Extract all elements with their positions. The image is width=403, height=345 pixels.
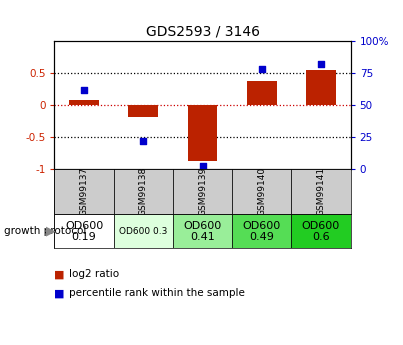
Text: GSM99140: GSM99140 [257, 167, 266, 216]
Text: OD600
0.6: OD600 0.6 [302, 220, 340, 242]
Text: ▶: ▶ [46, 225, 56, 238]
Bar [173, 169, 232, 214]
Text: ■: ■ [54, 288, 65, 298]
Text: OD600 0.3: OD600 0.3 [119, 227, 168, 236]
Bar [69, 100, 99, 105]
Text: GSM99137: GSM99137 [79, 167, 89, 216]
Bar [173, 214, 232, 248]
Text: OD600
0.19: OD600 0.19 [65, 220, 103, 242]
Bar [114, 169, 173, 214]
Text: GSM99141: GSM99141 [316, 167, 326, 216]
Bar [232, 214, 291, 248]
Bar [247, 81, 276, 105]
Bar [129, 105, 158, 117]
Bar [114, 214, 173, 248]
Text: GSM99138: GSM99138 [139, 167, 148, 216]
Bar [291, 169, 351, 214]
Point [318, 61, 324, 67]
Bar [54, 214, 114, 248]
Point [259, 67, 265, 72]
Text: growth protocol: growth protocol [4, 226, 86, 236]
Text: OD600
0.41: OD600 0.41 [183, 220, 222, 242]
Text: ■: ■ [54, 269, 65, 279]
Text: GSM99139: GSM99139 [198, 167, 207, 216]
Text: percentile rank within the sample: percentile rank within the sample [69, 288, 244, 298]
Bar [188, 105, 217, 161]
Text: OD600
0.49: OD600 0.49 [243, 220, 281, 242]
Point [81, 87, 87, 92]
Point [199, 164, 206, 169]
Bar [291, 214, 351, 248]
Text: log2 ratio: log2 ratio [69, 269, 118, 279]
Bar [306, 70, 336, 105]
Title: GDS2593 / 3146: GDS2593 / 3146 [145, 25, 260, 39]
Bar [54, 169, 114, 214]
Bar [232, 169, 291, 214]
Point [140, 138, 147, 144]
